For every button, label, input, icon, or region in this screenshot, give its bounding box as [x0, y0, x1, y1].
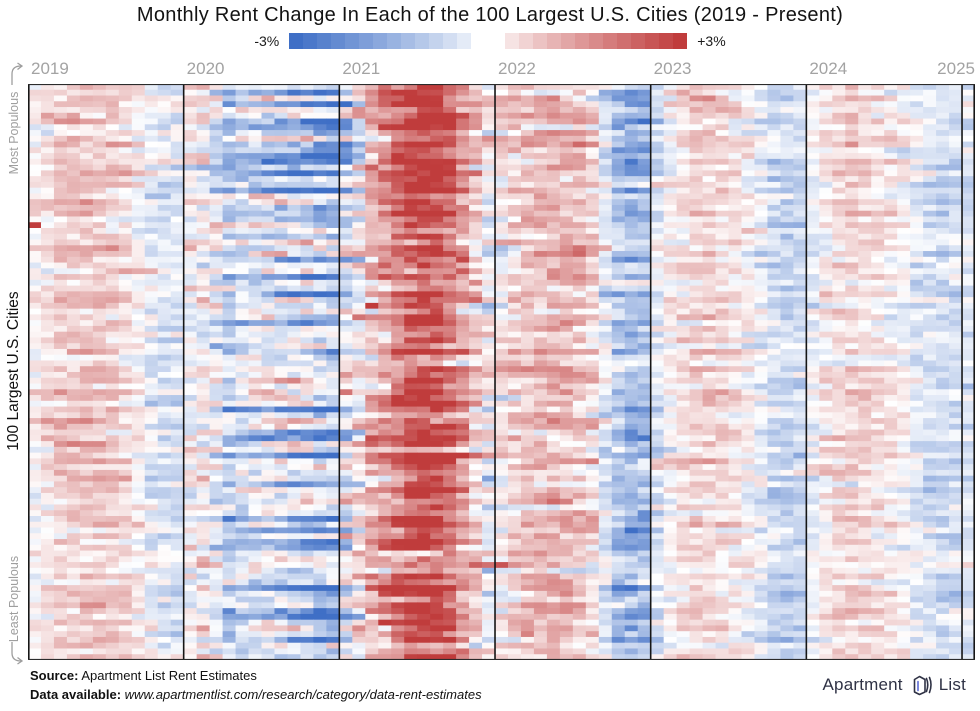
- footer-caption: Source: Apartment List Rent Estimates Da…: [30, 666, 482, 704]
- heatmap: [28, 84, 975, 660]
- legend-step: [561, 33, 576, 49]
- legend-step: [603, 33, 618, 49]
- data-available-label: Data available:: [30, 687, 122, 702]
- apartment-list-logo-icon: [913, 675, 932, 696]
- legend-blue-strip: [289, 33, 472, 49]
- legend-step: [345, 33, 360, 49]
- legend-step: [659, 33, 674, 49]
- apartment-list-logo: Apartment List: [823, 673, 967, 697]
- data-available-url: www.apartmentlist.com/research/category/…: [124, 687, 482, 702]
- source-line: Source: Apartment List Rent Estimates: [30, 666, 482, 685]
- legend-step: [457, 33, 472, 49]
- legend-red-strip: [505, 33, 688, 49]
- chart-title: Monthly Rent Change In Each of the 100 L…: [136, 4, 844, 26]
- legend-max-label: +3%: [697, 33, 726, 49]
- legend-step: [673, 33, 688, 49]
- legend-step: [645, 33, 660, 49]
- y-axis-label: 100 Largest U.S. Cities: [5, 291, 22, 451]
- x-axis-year-labels: 2019 2020 2021 2022 2023 2024 2025: [0, 59, 980, 81]
- color-legend: -3% +3%: [0, 31, 980, 51]
- legend-step: [289, 33, 304, 49]
- most-populous-arrow-icon: [11, 62, 24, 85]
- logo-word-apartment: Apartment: [822, 675, 903, 694]
- year-label-2023: 2023: [653, 59, 692, 78]
- least-populous-arrow-icon: [11, 642, 24, 665]
- legend-step: [589, 33, 604, 49]
- legend-gradient: [289, 33, 688, 49]
- source-text: Apartment List Rent Estimates: [81, 668, 257, 683]
- source-label: Source:: [30, 668, 79, 683]
- legend-step: [429, 33, 444, 49]
- legend-step: [317, 33, 332, 49]
- logo-word-list: List: [938, 675, 966, 694]
- legend-step: [575, 33, 590, 49]
- legend-step: [443, 33, 458, 49]
- heatmap-canvas: [28, 84, 975, 660]
- year-label-2020: 2020: [186, 59, 225, 78]
- year-label-2022: 2022: [498, 59, 536, 78]
- legend-step: [631, 33, 646, 49]
- legend-step: [401, 33, 416, 49]
- year-label-2025: 2025: [937, 59, 975, 78]
- legend-step: [519, 33, 534, 49]
- year-label-2019: 2019: [31, 59, 69, 78]
- legend-step: [331, 33, 346, 49]
- year-label-2024: 2024: [809, 59, 848, 78]
- y-axis-top-label: Most Populous: [7, 91, 21, 175]
- legend-step: [533, 33, 548, 49]
- year-label-2021: 2021: [342, 59, 381, 78]
- y-axis-bottom-label: Least Populous: [7, 555, 21, 643]
- legend-step: [547, 33, 562, 49]
- data-available-line: Data available: www.apartmentlist.com/re…: [30, 685, 482, 704]
- legend-step: [359, 33, 374, 49]
- legend-step: [373, 33, 388, 49]
- legend-step: [387, 33, 402, 49]
- legend-step: [617, 33, 632, 49]
- legend-step: [415, 33, 430, 49]
- legend-min-label: -3%: [254, 33, 280, 49]
- legend-step: [505, 33, 520, 49]
- legend-step: [303, 33, 318, 49]
